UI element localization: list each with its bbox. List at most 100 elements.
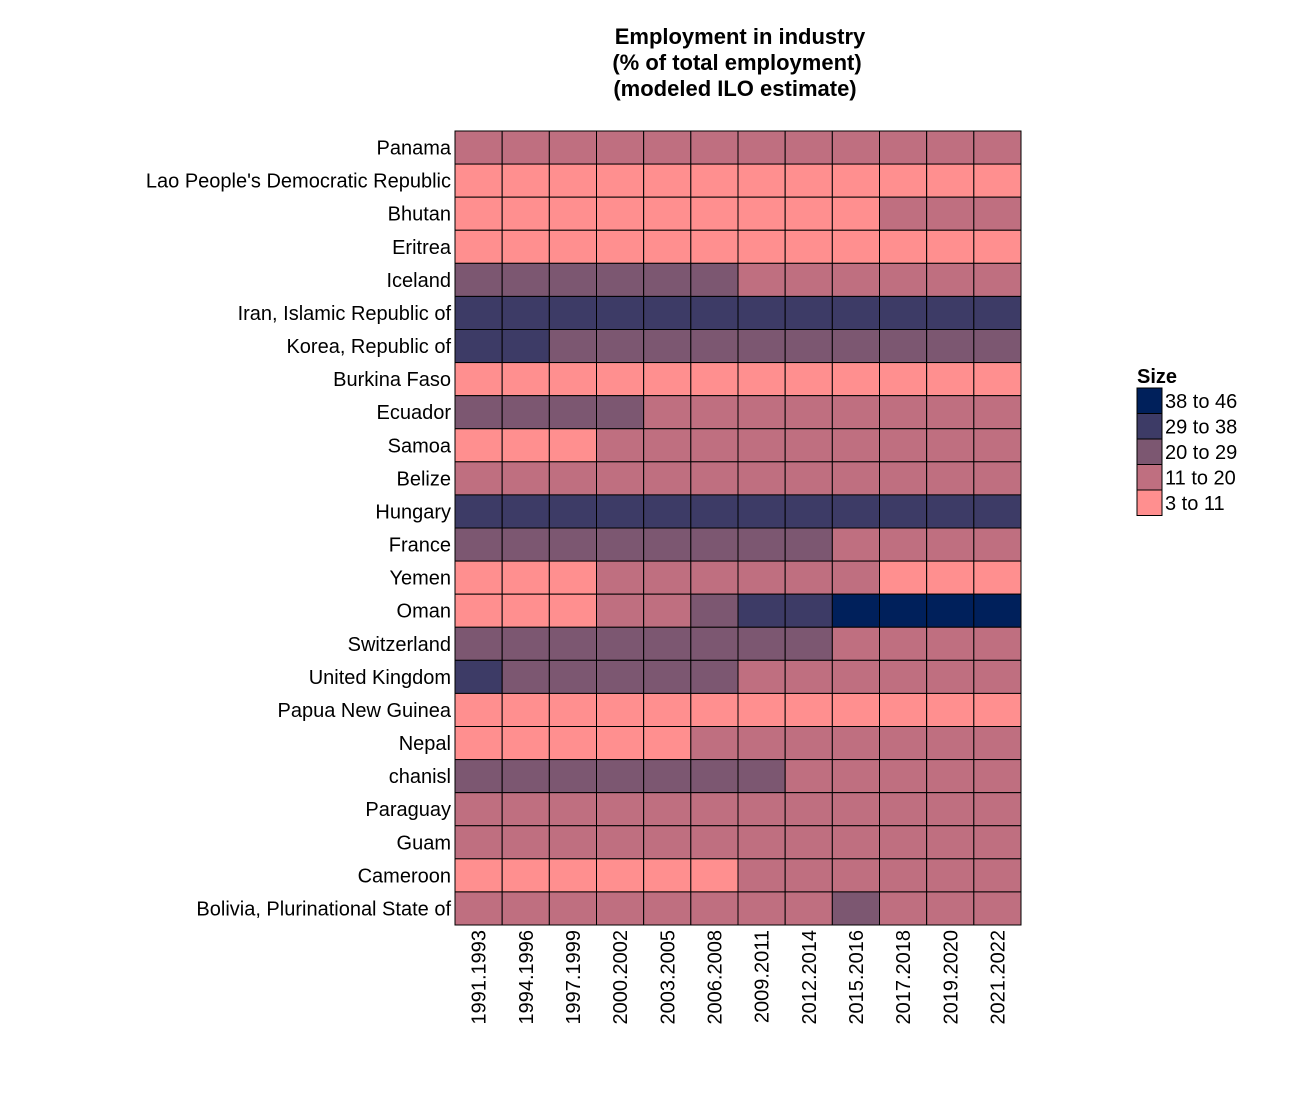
heatmap-cell (596, 229, 645, 264)
heatmap-cell (596, 196, 645, 231)
heatmap-cell (454, 858, 503, 893)
y-tick-label: Korea, Republic of (286, 336, 451, 358)
heatmap-cell (596, 659, 645, 694)
heatmap-cell (548, 659, 598, 694)
heatmap-cell (737, 891, 786, 926)
heatmap-cell (643, 461, 692, 496)
heatmap-cell (690, 130, 739, 165)
heatmap-cell (690, 759, 739, 794)
heatmap-cell (926, 626, 975, 661)
heatmap-cell (596, 295, 645, 331)
heatmap-cell (643, 659, 692, 694)
heatmap-cell (784, 626, 833, 661)
heatmap-cell (643, 229, 692, 264)
heatmap-cell (596, 329, 645, 364)
heatmap-cell (548, 858, 598, 893)
heatmap-cell (643, 759, 692, 794)
heatmap-cell (548, 130, 598, 165)
heatmap-cell (831, 726, 881, 761)
heatmap-cell (596, 560, 645, 595)
heatmap-cell (454, 593, 503, 628)
heatmap-cell (879, 825, 928, 860)
heatmap-cell (926, 792, 975, 827)
heatmap-cell (784, 229, 833, 264)
heatmap-cell (831, 593, 881, 628)
heatmap-cell (879, 759, 928, 794)
heatmap-cell (831, 130, 881, 165)
legend-title: Size (1137, 366, 1177, 388)
heatmap-cell (690, 229, 739, 264)
heatmap-cell (973, 858, 1022, 893)
heatmap-cell (879, 295, 928, 331)
heatmap-cell (454, 262, 503, 297)
heatmap-cell (926, 395, 975, 430)
heatmap-cell (879, 163, 928, 198)
heatmap-cell (973, 295, 1022, 331)
heatmap-cell (784, 196, 833, 231)
heatmap-cell (879, 428, 928, 463)
heatmap-cell (643, 527, 692, 562)
heatmap-cell (690, 362, 739, 397)
heatmap-cell (973, 196, 1022, 231)
heatmap-cell (926, 163, 975, 198)
heatmap-cell (926, 825, 975, 860)
heatmap-cell (548, 329, 598, 364)
heatmap-cell (879, 196, 928, 231)
heatmap-cell (831, 692, 881, 727)
heatmap-cell (596, 362, 645, 397)
heatmap-cell (784, 163, 833, 198)
heatmap-cell (926, 262, 975, 297)
y-tick-label: Nepal (399, 733, 451, 755)
heatmap-cell (831, 196, 881, 231)
heatmap-cell (831, 891, 881, 926)
heatmap-cell (548, 395, 598, 430)
heatmap-cell (548, 428, 598, 463)
x-tick-label: 2012.2014 (799, 930, 821, 1025)
heatmap-cell (501, 395, 550, 430)
heatmap-cell (879, 130, 928, 165)
heatmap-cell (548, 891, 598, 926)
heatmap-cell (973, 461, 1022, 496)
heatmap-cell (784, 692, 833, 727)
heatmap-cell (643, 428, 692, 463)
heatmap-cell (501, 163, 550, 198)
heatmap-cell (784, 362, 833, 397)
heatmap-cell (454, 792, 503, 827)
heatmap-cell (643, 891, 692, 926)
heatmap-cell (690, 560, 739, 595)
heatmap-cell (690, 593, 739, 628)
heatmap-cell (879, 461, 928, 496)
heatmap-cell (596, 461, 645, 496)
heatmap-cell (501, 792, 550, 827)
heatmap-cell (643, 825, 692, 860)
legend-label: 29 to 38 (1165, 416, 1237, 438)
heatmap-cell (643, 163, 692, 198)
heatmap-cell (690, 494, 739, 529)
heatmap-cell (784, 329, 833, 364)
heatmap-cell (643, 395, 692, 430)
heatmap-cell (501, 428, 550, 463)
y-tick-label: France (389, 535, 451, 557)
legend-label: 3 to 11 (1165, 493, 1225, 515)
x-tick-label: 2021.2022 (987, 930, 1009, 1025)
heatmap-cell (501, 759, 550, 794)
x-axis-labels: 1991.1993 1994.1996 1997.1999 2000.2002 2003… (469, 930, 1010, 1025)
heatmap-cell (926, 560, 975, 595)
heatmap-cell (926, 362, 975, 397)
heatmap-cell (831, 858, 881, 893)
heatmap-cell (596, 262, 645, 297)
y-tick-label: chanisl (389, 766, 451, 788)
heatmap-cell (501, 858, 550, 893)
heatmap-cell (501, 726, 550, 761)
heatmap-cell (548, 626, 598, 661)
heatmap-cell (784, 891, 833, 926)
heatmap-cell (501, 130, 550, 165)
heatmap-cell (926, 726, 975, 761)
heatmap-cell (737, 262, 786, 297)
heatmap-cell (831, 560, 881, 595)
heatmap-cell (690, 395, 739, 430)
heatmap-cell (973, 891, 1022, 926)
y-tick-label: Bolivia, Plurinational State of (196, 898, 451, 920)
heatmap-cell (926, 295, 975, 331)
heatmap-cell (831, 229, 881, 264)
